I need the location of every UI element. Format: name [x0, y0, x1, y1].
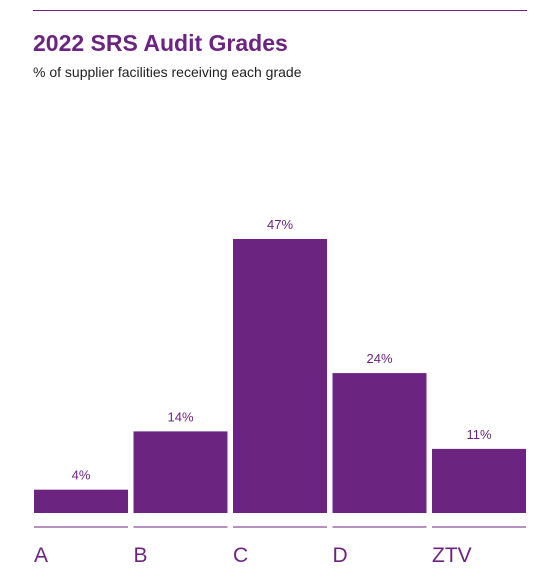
value-label-a: 4%	[72, 468, 91, 483]
value-label-d: 24%	[366, 351, 392, 366]
bar-b	[133, 431, 228, 513]
value-label-ztv: 11%	[466, 427, 491, 442]
value-label-c: 47%	[267, 217, 293, 232]
category-label-d: D	[333, 544, 348, 567]
category-label-c: C	[233, 544, 248, 567]
category-label-ztv: ZTV	[432, 544, 472, 567]
chart-subtitle: % of supplier facilities receiving each …	[33, 64, 302, 80]
bar-ztv	[432, 448, 526, 513]
category-label-b: B	[134, 544, 148, 567]
chart-title: 2022 SRS Audit Grades	[33, 30, 288, 56]
category-label-a: A	[34, 544, 48, 567]
top-divider	[33, 10, 527, 11]
bar-d	[332, 373, 427, 513]
bar-a	[34, 489, 128, 513]
bar-c	[233, 239, 327, 513]
value-label-b: 14%	[167, 409, 193, 424]
